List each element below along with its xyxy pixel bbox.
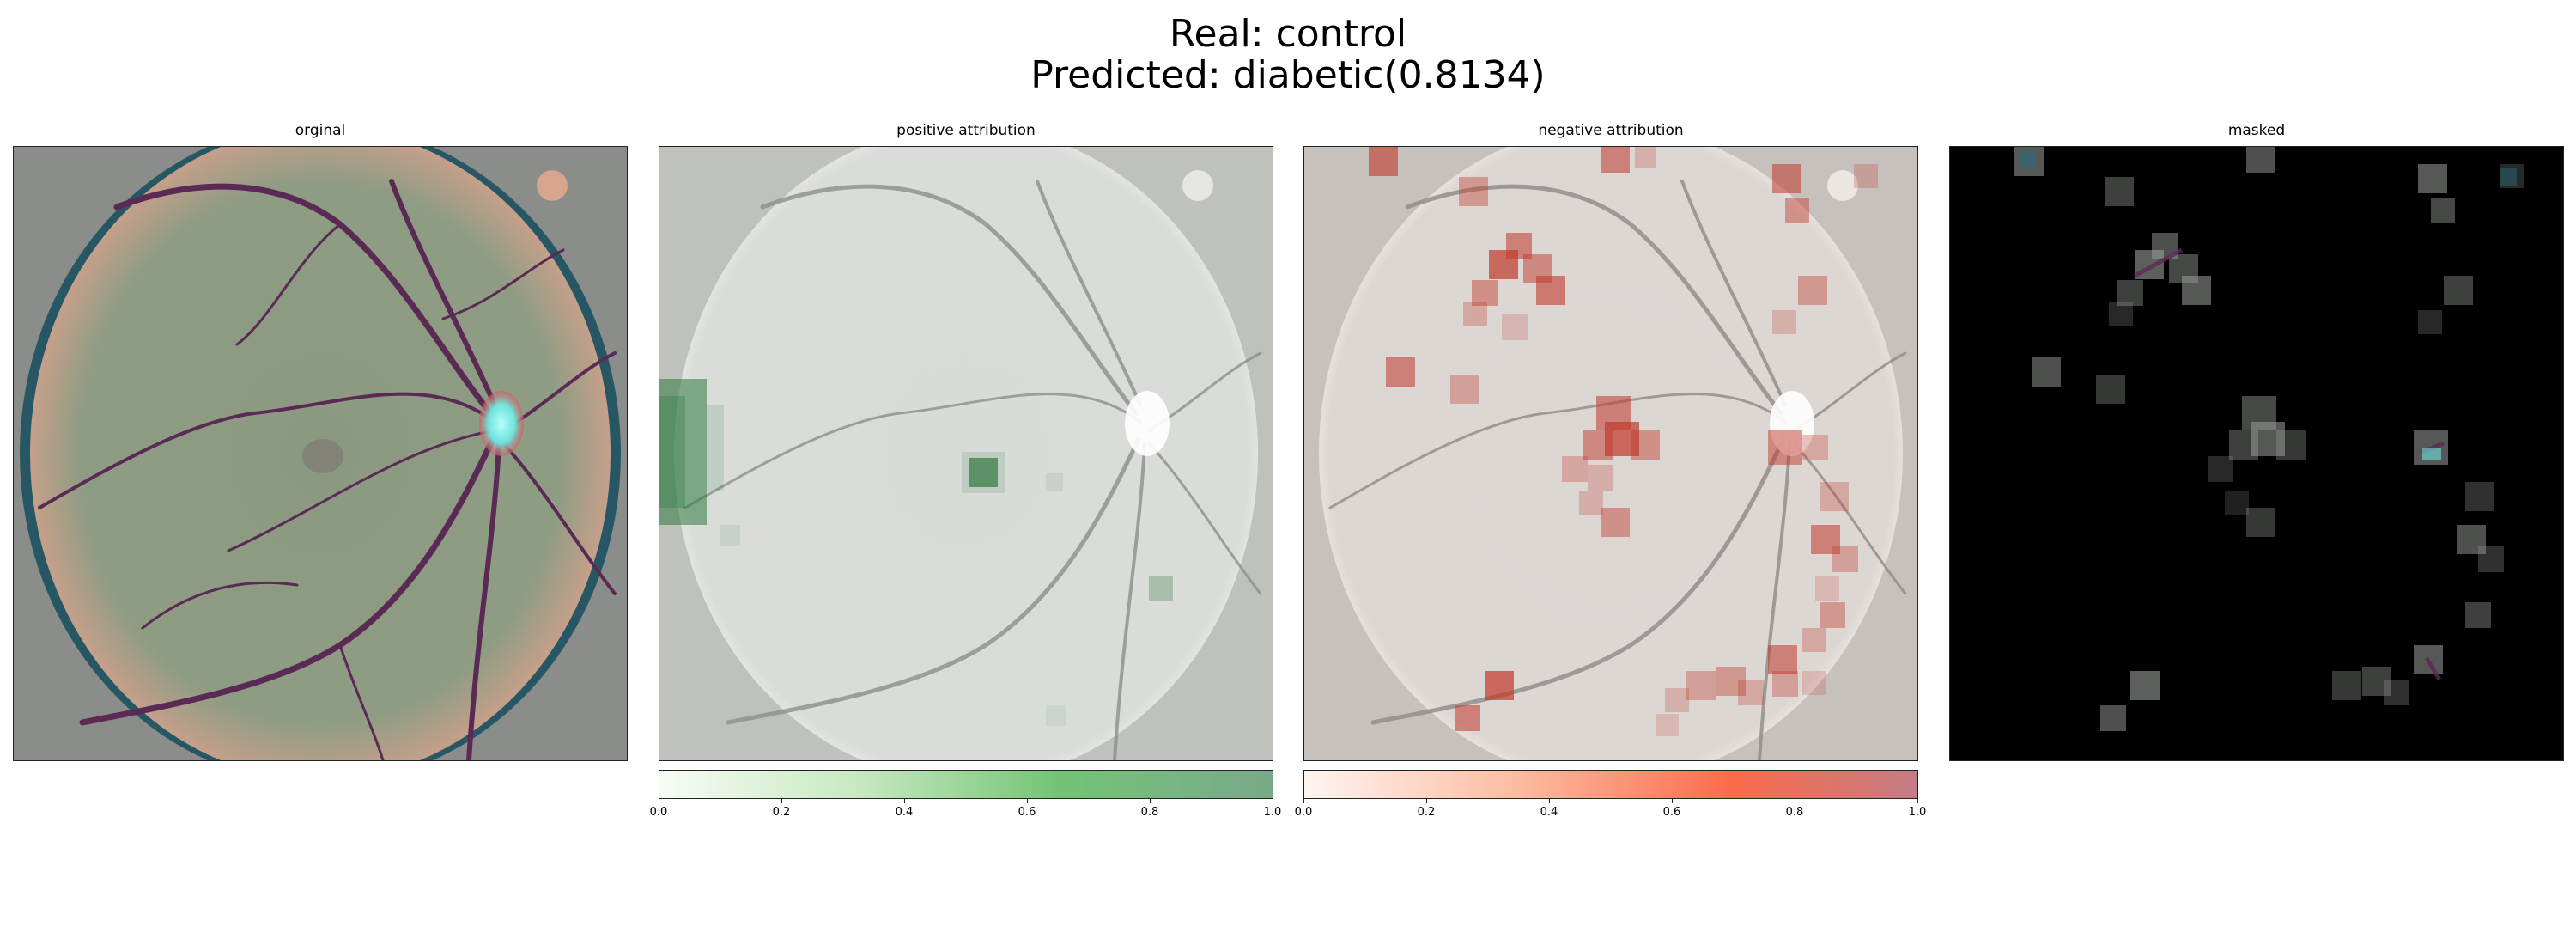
negative-attribution-panel <box>1303 146 1918 761</box>
figure-title-real: Real: control <box>1169 12 1407 56</box>
negative-colorbar-tick <box>1917 798 1918 803</box>
positive-colorbar-tick-label: 1.0 <box>1263 806 1282 819</box>
negative-colorbar-tick-label: 0.6 <box>1662 806 1681 819</box>
positive-colorbar <box>659 770 1273 799</box>
negative-colorbar <box>1303 770 1918 799</box>
negative-colorbar-tick-label: 1.0 <box>1908 806 1927 819</box>
positive-colorbar-tick-label: 0.4 <box>895 806 914 819</box>
negative-colorbar-tick <box>1672 798 1673 803</box>
positive-colorbar-tick-label: 0.2 <box>772 806 791 819</box>
negative-attribution-map <box>1304 147 1917 760</box>
panel-title-negative: negative attribution <box>1538 122 1684 139</box>
positive-colorbar-tick-label: 0.6 <box>1018 806 1036 819</box>
positive-colorbar-tick-label: 0.8 <box>1140 806 1159 819</box>
masked-fundus-image <box>1950 147 2563 760</box>
negative-colorbar-tick <box>1549 798 1550 803</box>
negative-colorbar-tick-label: 0.8 <box>1785 806 1804 819</box>
negative-colorbar-tick <box>1426 798 1427 803</box>
negative-colorbar-tick <box>1303 798 1304 803</box>
panel-title-original: orginal <box>295 122 346 139</box>
negative-colorbar-tick-label: 0.2 <box>1417 806 1436 819</box>
panel-title-positive: positive attribution <box>896 122 1036 139</box>
masked-image-panel <box>1949 146 2564 761</box>
original-image-panel <box>13 146 628 761</box>
negative-colorbar-tick-label: 0.0 <box>1294 806 1313 819</box>
positive-colorbar-tick <box>904 798 905 803</box>
negative-colorbar-tick-label: 0.4 <box>1540 806 1558 819</box>
positive-attribution-panel <box>659 146 1273 761</box>
positive-colorbar-tick <box>781 798 782 803</box>
positive-colorbar-tick <box>1150 798 1151 803</box>
panel-title-masked: masked <box>2227 122 2286 139</box>
figure-title-predicted: Predicted: diabetic(0.8134) <box>1030 53 1546 97</box>
positive-attribution-map <box>659 147 1273 760</box>
positive-colorbar-tick <box>1027 798 1028 803</box>
positive-colorbar-tick-label: 0.0 <box>649 806 668 819</box>
original-fundus-image <box>14 147 627 760</box>
